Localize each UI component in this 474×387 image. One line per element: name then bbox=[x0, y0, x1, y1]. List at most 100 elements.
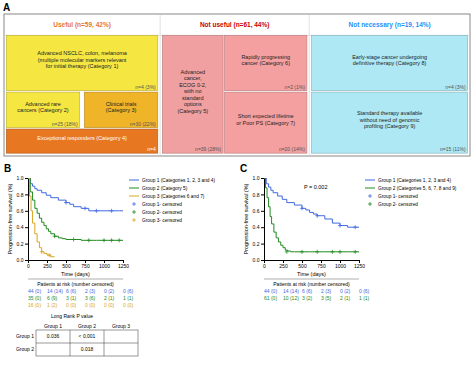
tick-line bbox=[25, 244, 28, 245]
risk-table-cell: 35 (0) bbox=[28, 295, 41, 301]
tick-label: 250 bbox=[279, 263, 288, 269]
survival-line bbox=[28, 178, 123, 211]
chart-svg: AUseful (n=59, 42%)Advanced NSCLC, colon… bbox=[0, 0, 474, 387]
legend-label: Group 1- censored bbox=[142, 202, 182, 207]
km-panel: B0250500750100012500.00.20.40.60.81.0Tim… bbox=[4, 163, 215, 356]
tick-line bbox=[261, 211, 264, 212]
risk-table-cell: 3 (6) bbox=[85, 295, 96, 301]
p-table-row-header: Group 1 bbox=[16, 333, 34, 339]
value-label: n=4 bbox=[147, 146, 156, 152]
risk-table-cell: 2 (3) bbox=[85, 288, 96, 294]
tick-line bbox=[25, 194, 28, 195]
tick-line bbox=[25, 260, 28, 261]
legend-label: Group 1- censored bbox=[378, 194, 418, 199]
tick: 0 bbox=[27, 260, 30, 269]
panel-a: AUseful (n=59, 42%)Advanced NSCLC, colon… bbox=[3, 2, 470, 156]
censor-mark bbox=[285, 250, 289, 254]
category-box bbox=[312, 35, 468, 90]
risk-table-cell: 1 (1) bbox=[359, 295, 370, 301]
tick: 0.0 bbox=[253, 257, 264, 263]
survival-line bbox=[264, 178, 359, 227]
category-text-line: for initial therapy (Category 1) bbox=[46, 63, 119, 69]
category-text: Advanced rarecancers (Category 2) bbox=[17, 101, 69, 114]
legend-label: Group 2 (Category 5) bbox=[142, 186, 188, 191]
category-text-line: cancer (Category 6) bbox=[241, 60, 290, 66]
km-panel: C0250500750100012500.00.20.40.60.81.0Tim… bbox=[240, 163, 457, 301]
category-text-line: Rapidly progressing bbox=[241, 54, 290, 60]
category-text-line: Clinical trials bbox=[106, 101, 137, 107]
section-divider bbox=[160, 14, 161, 156]
survival-line bbox=[264, 178, 359, 252]
legend-label: Group 2- censored bbox=[378, 202, 418, 207]
censor-mark bbox=[353, 225, 357, 229]
panel-label: C bbox=[240, 163, 247, 174]
category-text-line: definitive therapy (Category 8) bbox=[353, 60, 427, 66]
risk-table-cell: 44 (0) bbox=[28, 288, 41, 294]
tick: 0 bbox=[263, 260, 266, 269]
p-table-column-header: Group 2 bbox=[78, 323, 96, 329]
category-box bbox=[6, 92, 79, 128]
legend-swatch bbox=[365, 180, 375, 181]
censor-mark bbox=[315, 214, 319, 218]
risk-table-title: Patients at risk (number censored) bbox=[37, 281, 114, 287]
x-axis-title: Time (days) bbox=[297, 271, 326, 277]
category-text-line: profiling (Category 9) bbox=[364, 123, 416, 129]
survival-line bbox=[28, 178, 123, 240]
tick-label: 0.8 bbox=[17, 192, 24, 198]
tick-line bbox=[25, 211, 28, 212]
risk-table-cell: 14 (14) bbox=[283, 288, 299, 294]
risk-table-cell: 0 (0) bbox=[85, 302, 96, 308]
category-text-line: standard bbox=[182, 95, 203, 101]
risk-table-cell: 0 (6) bbox=[123, 288, 134, 294]
category-text-line: Standard therapy available bbox=[357, 110, 422, 116]
risk-table-cell: 16 (0) bbox=[28, 302, 41, 308]
category-text-line: options bbox=[184, 101, 202, 107]
category-text: Advancedcancer,ECOG 0-2,with nostandardo… bbox=[177, 69, 208, 114]
risk-table-cell: 6 (6) bbox=[302, 288, 313, 294]
tick-label: 1.0 bbox=[17, 175, 24, 181]
risk-table-cell: 2 (1) bbox=[340, 295, 351, 301]
category-box bbox=[84, 92, 157, 128]
p-table-rule bbox=[36, 343, 138, 344]
p-table-cell: 0.036 bbox=[47, 333, 60, 339]
value-label: n=4 (3%) bbox=[135, 84, 156, 90]
category-text-line: Advanced bbox=[181, 69, 205, 75]
category-text: Exceptional responders (Category 4) bbox=[37, 135, 127, 141]
risk-table-cell: 3 (2) bbox=[302, 295, 313, 301]
tick-label: 0.6 bbox=[17, 208, 24, 214]
tick-label: 0.6 bbox=[253, 208, 260, 214]
value-label: n=4 (3%) bbox=[445, 84, 466, 90]
category-box bbox=[162, 35, 223, 153]
value-label: n=2 (1%) bbox=[284, 84, 305, 90]
tick: 1.0 bbox=[253, 175, 264, 181]
censor-mark bbox=[110, 238, 114, 242]
category-text: Standard therapy availablewithout need o… bbox=[357, 110, 422, 129]
category-text-line: (Category 3) bbox=[106, 107, 137, 113]
tick: 0.6 bbox=[17, 208, 28, 214]
value-label: n=20 (14%) bbox=[279, 146, 305, 152]
panel-label: A bbox=[3, 2, 10, 13]
category-text-line: cancer, bbox=[184, 75, 202, 81]
censor-mark bbox=[102, 238, 106, 242]
tick-label: 250 bbox=[43, 263, 52, 269]
risk-table-cell: 3 (5) bbox=[321, 295, 332, 301]
tick: 0.8 bbox=[17, 192, 28, 198]
tick-line bbox=[25, 178, 28, 179]
censor-mark bbox=[300, 206, 304, 210]
category-box bbox=[225, 92, 307, 153]
legend-label: Group 2 (Categories 5, 6, 7, 8 and 9) bbox=[378, 186, 457, 191]
risk-table-cell: 44 (0) bbox=[264, 288, 277, 294]
value-label: n=39 (28%) bbox=[195, 146, 221, 152]
plot-area bbox=[28, 178, 123, 257]
censor-mark bbox=[87, 238, 91, 242]
legend-marker bbox=[368, 194, 372, 198]
chart-root: AUseful (n=59, 42%)Advanced NSCLC, colon… bbox=[0, 0, 474, 387]
risk-table-cell: 61 (0) bbox=[264, 295, 277, 301]
p-table-cell: < 0.001 bbox=[79, 333, 96, 339]
tick-label: 0.4 bbox=[17, 224, 24, 230]
risk-table-cell: 0 (0) bbox=[104, 302, 115, 308]
legend-label: Group 1 (Categories 1, 2, 3 and 4) bbox=[378, 178, 451, 183]
tick: 500 bbox=[62, 260, 71, 269]
category-text: Early-stage cancer undergoingdefinitive … bbox=[352, 54, 427, 67]
category-text-line: ECOG 0-2, bbox=[179, 82, 207, 88]
